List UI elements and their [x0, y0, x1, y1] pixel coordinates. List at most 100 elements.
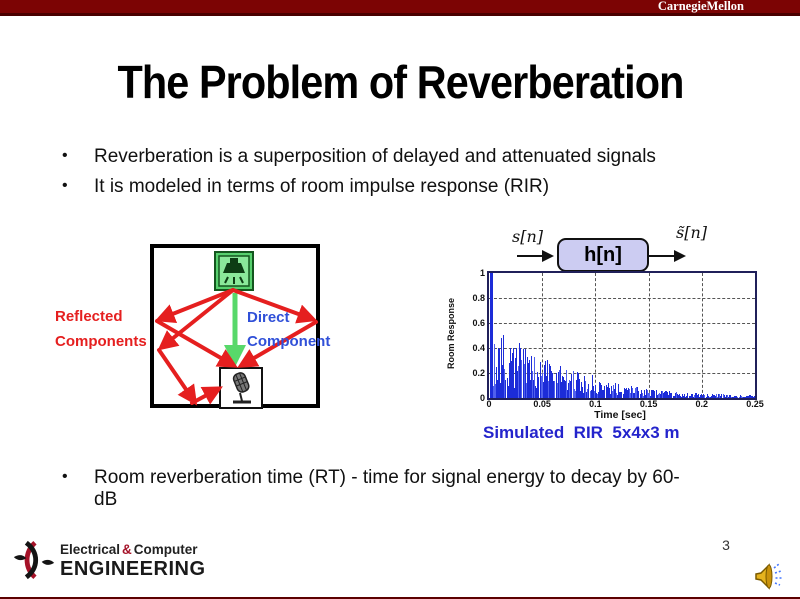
x-tick-label: 0.1: [589, 399, 602, 409]
rir-stem: [660, 390, 662, 398]
rir-stem: [745, 395, 747, 398]
rir-stem: [632, 387, 634, 398]
rir-stem: [498, 348, 500, 398]
rir-stem: [602, 390, 604, 398]
rir-stem: [635, 388, 637, 398]
rir-stem: [637, 387, 639, 398]
rir-stem: [669, 391, 671, 398]
rir-stem: [519, 343, 521, 398]
rir-stem: [673, 395, 675, 398]
rir-stem: [590, 389, 592, 398]
rir-stem: [712, 394, 714, 398]
rir-stem: [708, 396, 710, 398]
rir-stem: [501, 337, 503, 398]
rir-stem: [671, 392, 673, 398]
rir-stem: [540, 376, 542, 398]
rir-stem: [666, 391, 668, 398]
rir-stem: [525, 382, 527, 398]
x-axis-label: Time [sec]: [594, 409, 646, 421]
page-number: 3: [722, 537, 730, 553]
rir-stem: [595, 393, 597, 398]
rir-stem: [719, 394, 721, 398]
rir-stem: [621, 392, 623, 398]
rir-stem: [586, 391, 588, 398]
rir-stem: [740, 396, 742, 398]
rir-stem: [552, 372, 554, 398]
rir-stem: [502, 365, 504, 398]
rir-stem: [603, 389, 605, 398]
list-item: • Room reverberation time (RT) - time fo…: [62, 467, 752, 511]
rir-stem: [718, 394, 720, 398]
rir-stem: [505, 380, 507, 398]
rir-stem: [610, 385, 612, 398]
output-signal-label: s̃[n]: [676, 223, 707, 242]
rir-stem: [735, 395, 737, 398]
rir-stem: [535, 385, 537, 398]
rir-stem: [522, 348, 524, 398]
rir-stem: [559, 366, 561, 398]
rir-stem: [564, 380, 565, 398]
rir-stem: [733, 397, 735, 398]
x-tick-label: 0.05: [533, 399, 551, 409]
rir-stem: [688, 396, 690, 398]
rir-stem: [638, 390, 640, 398]
rir-stem: [674, 392, 676, 398]
rir-stem: [657, 394, 659, 398]
rir-stem: [598, 392, 600, 398]
rir-stem: [533, 380, 535, 398]
grid-line-vertical: [648, 273, 650, 398]
grid-line-vertical: [542, 273, 544, 398]
bullet-text: Reverberation is a superposition of dela…: [94, 146, 656, 167]
rir-stem: [579, 391, 581, 398]
rir-stem: [544, 360, 546, 398]
rir-stem: [606, 387, 608, 398]
rir-stem: [670, 392, 672, 398]
rir-stem: [623, 388, 625, 398]
rir-stem: [537, 372, 539, 398]
rir-stem: [562, 377, 564, 398]
grid-line-vertical: [595, 273, 597, 398]
rir-stem: [727, 397, 729, 398]
rir-stem: [698, 393, 700, 398]
rir-stem: [732, 397, 734, 398]
rir-stem: [549, 364, 551, 398]
rir-stem: [749, 395, 751, 398]
rir-stem: [654, 390, 656, 398]
rir-stem: [668, 394, 670, 398]
rir-stem: [489, 273, 491, 398]
rir-stem: [575, 380, 577, 398]
rir-stem: [729, 395, 731, 398]
rir-stem: [738, 397, 740, 398]
rir-stem: [694, 393, 696, 398]
rir-stem: [532, 371, 534, 398]
rir-stem: [506, 377, 508, 398]
rir-stem: [642, 395, 644, 398]
rir-stem: [679, 396, 681, 398]
rir-stem: [655, 390, 657, 398]
rir-stem: [658, 393, 660, 398]
rir-stem: [734, 395, 736, 398]
rir-stem: [583, 392, 585, 398]
rir-stem: [554, 380, 556, 398]
rir-stem: [710, 396, 712, 398]
rir-stem: [534, 356, 536, 398]
y-axis-label: Room Response: [446, 298, 456, 370]
rir-stem: [518, 366, 520, 398]
rir-stem: [587, 389, 589, 398]
page-title: The Problem of Reverberation: [116, 56, 684, 108]
rir-stem: [634, 392, 636, 398]
rir-stem: [600, 382, 602, 398]
rir-stem: [617, 394, 619, 398]
rir-stem: [645, 389, 647, 398]
rir-stem: [722, 394, 724, 398]
rir-stem: [677, 394, 679, 398]
rir-stem: [504, 369, 506, 398]
audio-speaker-icon[interactable]: [750, 560, 782, 592]
rir-stem: [739, 395, 741, 398]
ece-logo-icon: [10, 536, 58, 589]
rir-stem: [556, 383, 558, 398]
y-tick-label: 0.6: [472, 318, 485, 328]
rir-stem: [744, 397, 746, 398]
rir-stem: [619, 391, 621, 398]
